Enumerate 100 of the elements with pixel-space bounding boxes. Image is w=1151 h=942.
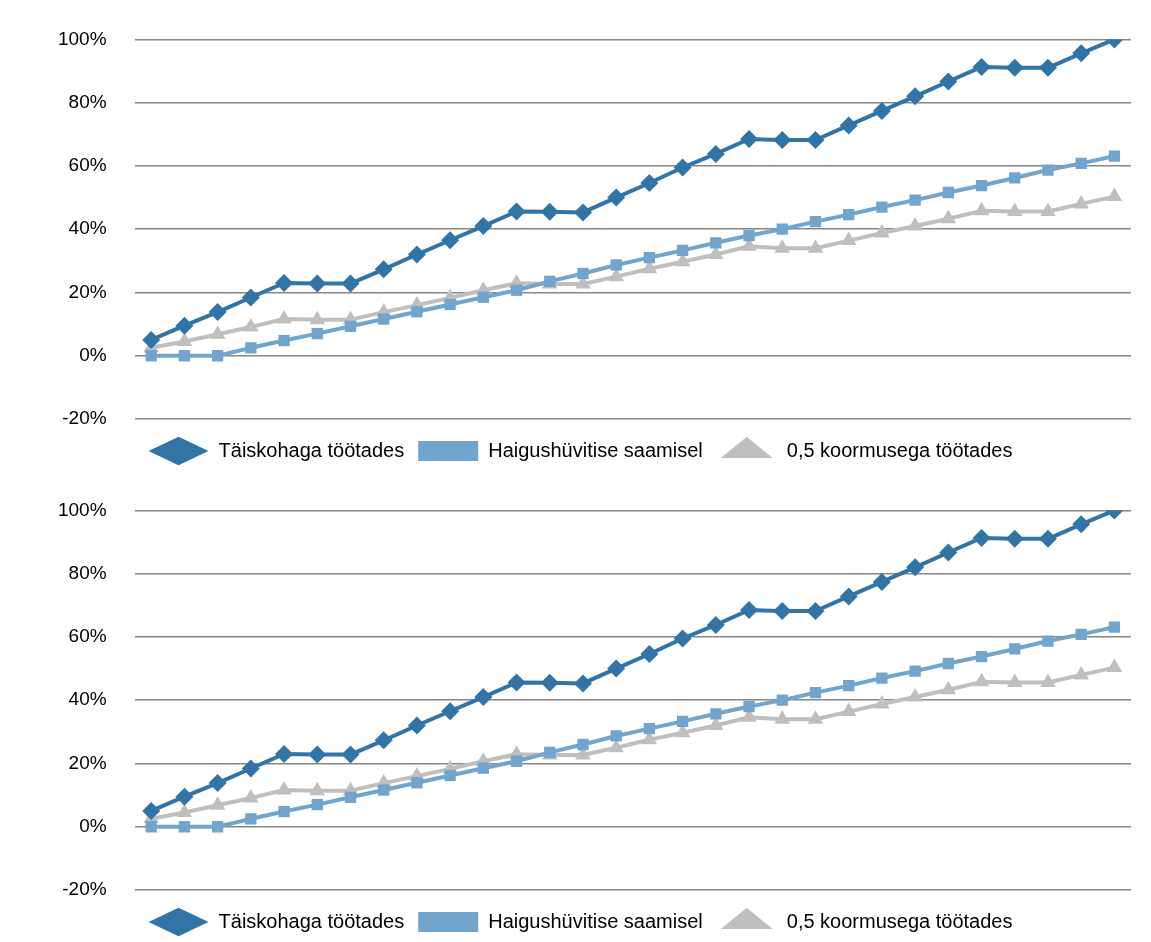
point (840, 702, 857, 717)
point (341, 274, 360, 293)
point (278, 805, 290, 818)
point (839, 116, 858, 135)
point (972, 528, 991, 547)
point (806, 601, 825, 620)
point (1106, 658, 1123, 673)
point (474, 688, 493, 707)
point (776, 223, 788, 235)
point (1040, 673, 1056, 687)
point (907, 688, 923, 702)
point (276, 310, 292, 324)
y-tick-label: -20% (62, 407, 107, 429)
point (211, 821, 224, 833)
point (676, 244, 689, 257)
point (706, 615, 725, 634)
point (243, 317, 259, 332)
point (676, 715, 689, 728)
point (1106, 187, 1123, 202)
point (773, 130, 792, 149)
legend-label: 0,5 koormusega töötades (786, 438, 1013, 461)
point (540, 673, 559, 692)
point (510, 284, 523, 296)
legend-label: Haigushüvitise saamisel (488, 438, 703, 461)
point (1038, 58, 1057, 77)
point (175, 787, 194, 806)
point (942, 657, 954, 670)
y-tick-label: 100% (57, 498, 107, 520)
legend-label: Täiskohaga töötades (218, 438, 405, 461)
point (843, 679, 855, 692)
point (807, 239, 824, 253)
point (308, 745, 327, 764)
point (740, 601, 759, 620)
point (1073, 194, 1089, 209)
point (477, 291, 489, 303)
point (706, 144, 725, 163)
point (309, 310, 326, 325)
point (906, 87, 925, 106)
point (142, 801, 161, 820)
point (710, 708, 722, 720)
point (874, 224, 890, 238)
point (1006, 673, 1023, 687)
point (673, 629, 692, 648)
point (245, 342, 257, 354)
point (208, 774, 227, 793)
point (208, 303, 227, 322)
point (510, 755, 523, 767)
point (444, 298, 456, 311)
point (907, 217, 923, 231)
point (1073, 665, 1089, 680)
point (610, 730, 622, 742)
point (374, 731, 393, 750)
point (710, 237, 722, 249)
y-tick-label: 20% (68, 751, 107, 773)
point (477, 762, 489, 774)
point (973, 201, 990, 216)
point (374, 260, 393, 279)
point (441, 702, 460, 721)
point (1040, 202, 1056, 216)
point (876, 672, 888, 684)
point (972, 57, 991, 76)
point (276, 781, 292, 795)
point (975, 650, 988, 663)
point (209, 325, 226, 339)
point (1072, 44, 1091, 63)
point (774, 239, 791, 253)
point (807, 710, 824, 724)
y-tick-label: 40% (68, 217, 107, 239)
point (378, 784, 390, 796)
legend-label: Täiskohaga töötades (218, 909, 405, 932)
point (311, 327, 323, 340)
point (607, 659, 626, 678)
point (344, 791, 357, 803)
point (975, 179, 988, 192)
point (308, 274, 327, 293)
point (441, 231, 460, 250)
point (876, 201, 888, 213)
point (278, 334, 290, 347)
point (1009, 172, 1021, 184)
point (142, 330, 161, 349)
point (341, 745, 360, 764)
point (607, 188, 626, 207)
point (344, 320, 357, 332)
point (973, 672, 990, 687)
y-tick-label: 80% (68, 90, 107, 112)
point (245, 813, 257, 825)
legend-label: 0,5 koormusega töötades (786, 909, 1013, 932)
point (939, 72, 958, 91)
point (839, 587, 858, 606)
point (1005, 58, 1024, 77)
point (840, 231, 857, 246)
point (1108, 621, 1121, 633)
point (743, 700, 755, 713)
point (178, 350, 191, 362)
point (411, 306, 423, 318)
point (309, 781, 326, 796)
point (1006, 202, 1023, 216)
point (577, 267, 589, 280)
y-tick-label: 60% (68, 154, 107, 176)
point (573, 674, 592, 693)
